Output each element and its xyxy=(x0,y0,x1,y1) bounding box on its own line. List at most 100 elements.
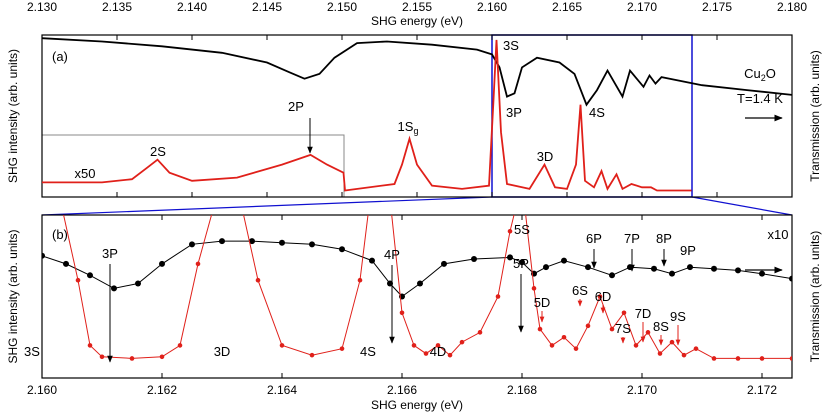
data-point xyxy=(309,352,315,358)
annotation: 6P xyxy=(586,231,602,246)
annotation: 3S xyxy=(503,38,519,53)
data-point xyxy=(585,264,591,271)
x-tick-label: 2.166 xyxy=(387,383,417,397)
annotation: 4S xyxy=(360,344,376,359)
data-point xyxy=(339,346,345,351)
x-axis-title: SHG energy (eV) xyxy=(371,14,463,28)
data-point xyxy=(651,265,657,272)
data-point xyxy=(507,229,513,234)
x-tick-label: 2.180 xyxy=(777,0,807,14)
data-point xyxy=(370,180,375,185)
annotation: T=1.4 K xyxy=(737,91,783,106)
x-tick-label: 2.160 xyxy=(27,383,57,397)
data-point xyxy=(711,265,717,272)
data-point xyxy=(549,343,555,348)
x-tick-label: 2.170 xyxy=(627,383,657,397)
data-point xyxy=(279,343,285,348)
annotation: 3D xyxy=(214,344,231,359)
data-point xyxy=(609,326,615,332)
annotation-text: 5D xyxy=(534,295,551,310)
x-tick-label: 2.130 xyxy=(27,0,57,14)
x-axis-title: SHG energy (eV) xyxy=(371,398,463,412)
annotation: 3P xyxy=(506,105,522,120)
annotation-text: 7P xyxy=(624,231,640,246)
data-point xyxy=(759,270,765,277)
data-point xyxy=(711,356,717,361)
x-tick-label: 2.165 xyxy=(552,0,582,14)
annotation: 2P xyxy=(288,99,304,114)
data-point xyxy=(279,239,285,246)
data-point xyxy=(75,277,81,283)
data-point xyxy=(357,277,363,283)
data-point xyxy=(87,343,93,348)
data-point xyxy=(633,343,639,348)
data-point xyxy=(159,354,165,360)
x-tick-label: 2.155 xyxy=(402,0,432,14)
data-point xyxy=(477,330,483,335)
data-point xyxy=(735,267,741,274)
data-point xyxy=(441,260,447,267)
data-point xyxy=(561,257,567,264)
data-point xyxy=(543,264,549,271)
data-point xyxy=(507,254,513,261)
x-tick-label: 2.150 xyxy=(327,0,357,14)
data-point xyxy=(411,343,417,348)
annotation: 5P xyxy=(513,256,529,271)
plot-frame xyxy=(41,214,793,379)
data-point xyxy=(669,339,675,345)
zoom-line xyxy=(41,196,493,216)
data-point xyxy=(669,270,675,277)
data-point xyxy=(537,326,543,332)
annotation: 3D xyxy=(537,149,554,164)
data-point xyxy=(609,272,615,279)
annotation: 4S xyxy=(589,105,605,120)
data-point xyxy=(417,280,423,287)
annotation: 8S xyxy=(653,319,669,334)
annotation: 6S xyxy=(572,283,588,298)
annotation-text: 3S xyxy=(24,344,40,359)
data-point xyxy=(369,257,375,264)
x-tick-label: 2.135 xyxy=(102,0,132,14)
annotation-text: 5P xyxy=(513,256,529,271)
annotation-text: O xyxy=(766,66,776,81)
data-point xyxy=(63,260,69,267)
annotation-text: 3P xyxy=(102,246,118,261)
data-point xyxy=(735,356,741,361)
data-point xyxy=(459,339,465,345)
data-point xyxy=(309,241,315,248)
annotation: 7D xyxy=(635,306,652,321)
annotation-text: 3S xyxy=(503,38,519,53)
data-line xyxy=(42,37,792,107)
annotation-text: Cu xyxy=(744,66,761,81)
data-point xyxy=(219,238,225,245)
annotation: 7S xyxy=(615,321,631,336)
data-point xyxy=(597,294,603,299)
data-point xyxy=(495,294,501,299)
annotation: 3P xyxy=(102,246,118,261)
annotation-text: 6D xyxy=(595,289,612,304)
annotation-text: 7D xyxy=(635,306,652,321)
data-point xyxy=(195,261,201,267)
data-point xyxy=(657,351,663,356)
x-tick-label: 2.172 xyxy=(747,383,777,397)
annotation: (b) xyxy=(52,227,68,242)
data-point xyxy=(42,252,45,259)
data-line xyxy=(63,215,792,359)
annotation: 5S xyxy=(514,222,530,237)
x-tick-label: 2.140 xyxy=(177,0,207,14)
annotation-text: 3D xyxy=(537,149,554,164)
annotation: Cu2O xyxy=(744,66,776,83)
annotation-text: 6P xyxy=(586,231,602,246)
data-point xyxy=(621,310,627,316)
annotation-text: 3P xyxy=(506,105,522,120)
data-point xyxy=(135,280,141,287)
annotation-text: 4D xyxy=(430,344,447,359)
data-point xyxy=(399,310,405,316)
y-axis-title: SHG intensity (arb. units) xyxy=(6,229,20,363)
x-tick-label: 2.162 xyxy=(147,383,177,397)
annotation-text: 9P xyxy=(680,243,696,258)
data-point xyxy=(789,356,792,361)
x-tick-label: 2.168 xyxy=(507,383,537,397)
annotation: 2S xyxy=(150,144,166,159)
